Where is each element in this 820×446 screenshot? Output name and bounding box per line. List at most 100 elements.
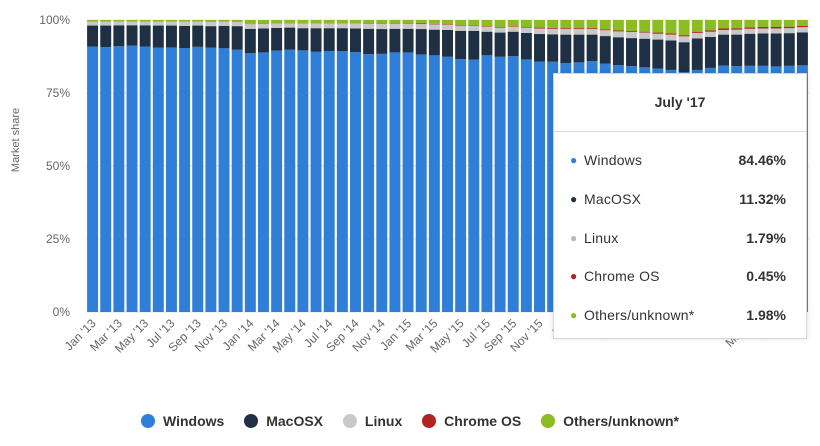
bar-segment[interactable] (100, 47, 112, 312)
bar-segment[interactable] (336, 20, 348, 24)
bar-segment[interactable] (350, 23, 361, 29)
bar-segment[interactable] (415, 54, 427, 313)
bar-segment[interactable] (231, 21, 243, 27)
bar-segment[interactable] (626, 38, 638, 67)
bar-segment[interactable] (218, 25, 230, 49)
bar-segment[interactable] (179, 20, 191, 22)
bar-segment[interactable] (520, 32, 532, 60)
bar-segment[interactable] (402, 20, 414, 24)
bar-segment[interactable] (389, 20, 401, 24)
bar-segment[interactable] (652, 33, 664, 40)
bar-segment[interactable] (310, 20, 322, 24)
bar-segment[interactable] (718, 29, 730, 35)
bar-segment[interactable] (428, 55, 440, 312)
bar-segment[interactable] (126, 25, 138, 46)
bar-segment[interactable] (665, 40, 677, 70)
bar-stack[interactable] (205, 20, 217, 313)
bar-segment[interactable] (152, 21, 164, 26)
bar-segment[interactable] (455, 59, 467, 312)
bar-segment[interactable] (218, 48, 230, 312)
bar-segment[interactable] (494, 32, 506, 57)
legend-item-chrome-os[interactable]: Chrome OS (422, 413, 521, 429)
bar-segment[interactable] (783, 20, 795, 27)
bar-segment[interactable] (757, 33, 769, 66)
bar-segment[interactable] (231, 49, 243, 312)
bar-segment[interactable] (442, 24, 453, 30)
bar-segment[interactable] (231, 26, 243, 50)
bar-segment[interactable] (113, 46, 125, 312)
bar-segment[interactable] (599, 36, 611, 64)
bar-segment[interactable] (560, 20, 572, 29)
bar-segment[interactable] (415, 29, 427, 55)
bar-segment[interactable] (534, 28, 545, 35)
bar-segment[interactable] (442, 20, 453, 25)
bar-segment[interactable] (507, 31, 519, 57)
bar-segment[interactable] (87, 20, 99, 22)
bar-segment[interactable] (520, 27, 532, 28)
bar-segment[interactable] (704, 30, 716, 32)
bar-segment[interactable] (586, 20, 598, 29)
bar-segment[interactable] (165, 20, 177, 22)
bar-segment[interactable] (297, 20, 309, 24)
bar-segment[interactable] (363, 54, 375, 312)
bar-segment[interactable] (218, 20, 230, 22)
bar-segment[interactable] (494, 27, 506, 33)
bar-segment[interactable] (323, 23, 335, 29)
bar-segment[interactable] (165, 25, 177, 48)
bar-segment[interactable] (599, 20, 611, 30)
bar-segment[interactable] (704, 36, 716, 68)
bar-segment[interactable] (757, 27, 769, 29)
bar-segment[interactable] (126, 21, 138, 26)
bar-segment[interactable] (428, 23, 440, 25)
bar-segment[interactable] (547, 28, 559, 35)
bar-segment[interactable] (520, 27, 532, 33)
bar-segment[interactable] (455, 30, 467, 60)
bar-segment[interactable] (731, 29, 743, 35)
bar-segment[interactable] (113, 25, 125, 47)
bar-stack[interactable] (520, 20, 532, 312)
bar-stack[interactable] (323, 20, 335, 312)
bar-segment[interactable] (139, 20, 151, 22)
bar-stack[interactable] (415, 20, 427, 313)
bar-stack[interactable] (192, 20, 204, 313)
bar-segment[interactable] (744, 28, 756, 34)
legend-item-windows[interactable]: Windows (141, 413, 224, 429)
bar-segment[interactable] (783, 33, 795, 66)
bar-segment[interactable] (323, 50, 335, 312)
bar-segment[interactable] (113, 21, 125, 26)
bar-segment[interactable] (757, 28, 769, 34)
bar-stack[interactable] (87, 20, 99, 312)
bar-stack[interactable] (428, 20, 440, 312)
bar-segment[interactable] (494, 27, 506, 28)
bar-segment[interactable] (639, 20, 651, 32)
bar-segment[interactable] (350, 20, 361, 24)
bar-segment[interactable] (87, 46, 99, 312)
bar-segment[interactable] (481, 31, 493, 56)
bar-segment[interactable] (244, 53, 256, 312)
bar-segment[interactable] (770, 27, 782, 29)
bar-stack[interactable] (468, 20, 480, 313)
bar-segment[interactable] (586, 34, 598, 62)
bar-segment[interactable] (626, 31, 638, 32)
bar-segment[interactable] (100, 21, 112, 26)
bar-segment[interactable] (770, 28, 782, 34)
bar-segment[interactable] (323, 28, 335, 51)
bar-stack[interactable] (218, 20, 230, 312)
bar-segment[interactable] (599, 29, 611, 31)
bar-segment[interactable] (205, 20, 217, 23)
bar-segment[interactable] (297, 23, 309, 29)
bar-segment[interactable] (442, 29, 453, 57)
bar-segment[interactable] (507, 56, 519, 313)
bar-segment[interactable] (376, 53, 388, 313)
bar-segment[interactable] (691, 31, 703, 33)
bar-segment[interactable] (139, 25, 151, 47)
bar-stack[interactable] (363, 20, 375, 312)
bar-stack[interactable] (271, 20, 283, 312)
bar-segment[interactable] (731, 20, 743, 29)
bar-stack[interactable] (139, 20, 151, 312)
bar-segment[interactable] (376, 20, 388, 24)
bar-segment[interactable] (244, 24, 256, 29)
bar-segment[interactable] (139, 46, 151, 312)
bar-segment[interactable] (468, 30, 480, 60)
bar-segment[interactable] (704, 20, 716, 31)
